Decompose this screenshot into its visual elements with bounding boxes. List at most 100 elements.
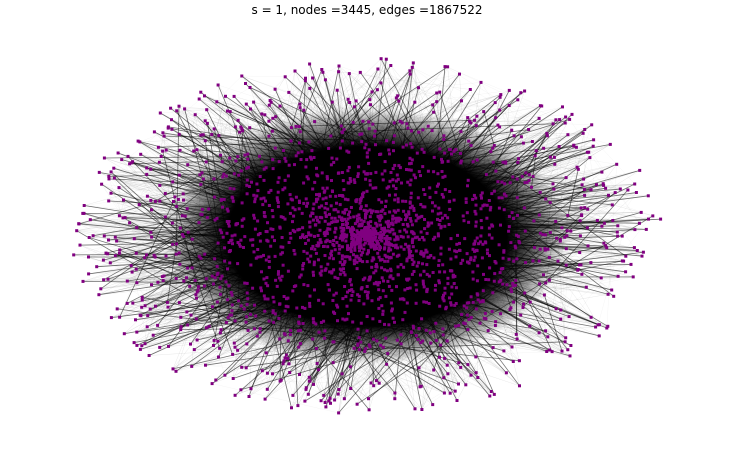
node: [494, 261, 498, 265]
node: [123, 216, 127, 220]
node: [578, 219, 582, 223]
node: [192, 149, 196, 153]
node: [152, 253, 156, 257]
node: [346, 97, 350, 101]
node: [318, 192, 321, 196]
edge: [475, 347, 494, 358]
node: [545, 350, 549, 353]
node: [491, 146, 495, 150]
node: [521, 141, 525, 145]
node: [179, 325, 183, 329]
edge: [150, 308, 282, 381]
node: [397, 99, 401, 103]
node: [396, 94, 400, 98]
node: [240, 74, 244, 78]
node: [564, 263, 568, 267]
node: [343, 285, 347, 288]
node: [375, 339, 379, 343]
edge: [517, 99, 604, 184]
node: [348, 278, 352, 282]
node: [348, 101, 352, 104]
node: [210, 133, 214, 136]
node: [507, 88, 511, 92]
node: [243, 235, 247, 239]
node: [249, 238, 253, 242]
node: [321, 186, 325, 190]
node: [464, 200, 468, 204]
node: [260, 369, 264, 373]
node: [242, 217, 246, 221]
node: [403, 310, 407, 314]
node: [159, 155, 163, 158]
node: [498, 271, 502, 275]
node: [605, 326, 609, 330]
node: [360, 132, 364, 136]
node: [561, 105, 564, 109]
node: [586, 244, 590, 248]
node: [226, 109, 229, 113]
node: [410, 65, 414, 69]
node: [438, 355, 441, 359]
node: [304, 386, 308, 390]
node: [248, 126, 252, 130]
node: [97, 170, 101, 174]
node: [564, 247, 568, 251]
node: [327, 399, 331, 403]
node: [212, 127, 216, 131]
node: [135, 343, 139, 347]
node: [626, 188, 630, 192]
node: [559, 308, 563, 312]
node: [217, 134, 221, 138]
node: [295, 306, 299, 310]
node: [150, 283, 153, 287]
node: [167, 344, 170, 348]
edge: [570, 152, 589, 232]
node: [97, 293, 101, 297]
node: [282, 295, 286, 298]
node: [441, 327, 445, 331]
edge: [377, 68, 597, 185]
node: [546, 335, 550, 339]
node: [91, 234, 95, 238]
node: [239, 388, 243, 392]
node: [554, 307, 558, 311]
node: [384, 205, 387, 208]
node: [325, 186, 329, 190]
node: [224, 321, 228, 324]
node: [174, 369, 178, 373]
node: [476, 376, 480, 379]
node: [401, 318, 405, 322]
node: [414, 219, 418, 223]
node: [358, 259, 362, 263]
node: [569, 229, 573, 233]
node: [358, 132, 362, 136]
node: [412, 270, 416, 273]
node: [263, 397, 267, 401]
node: [474, 307, 478, 311]
node: [311, 244, 315, 248]
node: [445, 339, 449, 343]
node: [488, 394, 492, 398]
node: [304, 387, 308, 391]
node: [634, 191, 638, 194]
node: [109, 316, 113, 320]
node: [135, 330, 139, 334]
node: [425, 250, 429, 254]
edge: [89, 70, 296, 238]
node: [448, 207, 452, 211]
node: [564, 115, 568, 119]
node: [391, 178, 395, 182]
node: [616, 274, 620, 278]
node: [347, 72, 351, 76]
node: [143, 304, 147, 308]
node: [290, 406, 293, 410]
node: [193, 113, 197, 117]
node: [546, 247, 550, 251]
node: [408, 253, 412, 257]
node: [233, 393, 237, 397]
node: [267, 103, 271, 107]
node: [194, 317, 198, 321]
edge: [114, 178, 152, 285]
node: [385, 362, 389, 366]
node: [365, 293, 369, 297]
